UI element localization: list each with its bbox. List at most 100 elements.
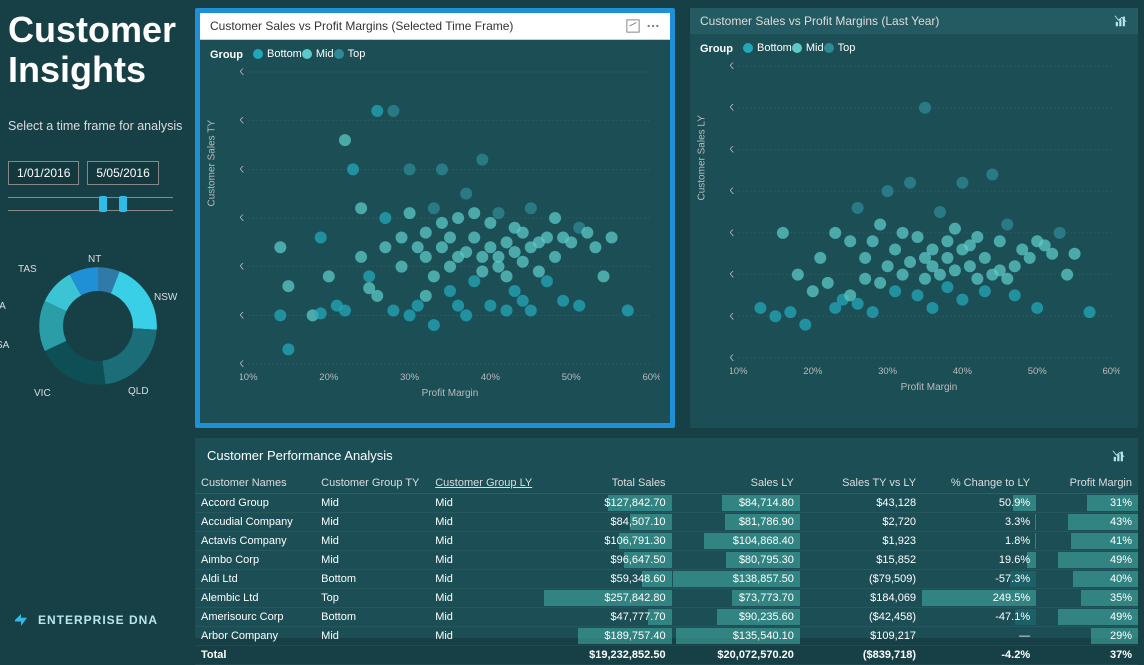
scatter-point[interactable]	[941, 281, 953, 293]
scatter-point[interactable]	[371, 290, 383, 302]
scatter-point[interactable]	[509, 246, 521, 258]
scatter-point[interactable]	[396, 261, 408, 273]
scatter-point[interactable]	[492, 207, 504, 219]
scatter-point[interactable]	[355, 251, 367, 263]
scatter-point[interactable]	[949, 264, 961, 276]
scatter-point[interactable]	[404, 163, 416, 175]
scatter-point[interactable]	[799, 319, 811, 331]
scatter-point[interactable]	[492, 261, 504, 273]
date-from-input[interactable]: 1/01/2016	[8, 161, 79, 185]
scatter-point[interactable]	[565, 236, 577, 248]
scatter-point[interactable]	[581, 227, 593, 239]
scatter-point[interactable]	[994, 235, 1006, 247]
scatter-point[interactable]	[919, 273, 931, 285]
scatter-point[interactable]	[339, 134, 351, 146]
scatter-point[interactable]	[404, 309, 416, 321]
scatter-point[interactable]	[867, 306, 879, 318]
scatter-point[interactable]	[919, 102, 931, 114]
scatter-point[interactable]	[598, 270, 610, 282]
scatter-point[interactable]	[964, 260, 976, 272]
scatter-point[interactable]	[589, 241, 601, 253]
scatter-point[interactable]	[1001, 273, 1013, 285]
scatter-point[interactable]	[468, 275, 480, 287]
legend-item-bottom[interactable]: Bottom	[253, 48, 302, 60]
scatter-point[interactable]	[436, 163, 448, 175]
scatter-point[interactable]	[379, 212, 391, 224]
scatter-point[interactable]	[274, 309, 286, 321]
scatter-point[interactable]	[517, 256, 529, 268]
legend-item-mid[interactable]: Mid	[302, 48, 334, 60]
scatter-point[interactable]	[404, 207, 416, 219]
scatter-point[interactable]	[1084, 306, 1096, 318]
scatter-point[interactable]	[912, 289, 924, 301]
legend-item-bottom[interactable]: Bottom	[743, 42, 792, 54]
scatter-point[interactable]	[501, 270, 513, 282]
scatter-point[interactable]	[784, 306, 796, 318]
scatter-point[interactable]	[476, 154, 488, 166]
scatter-point[interactable]	[436, 241, 448, 253]
scatter-point[interactable]	[859, 252, 871, 264]
table-row[interactable]: Accord GroupMidMid$127,842.70$84,714.80$…	[195, 494, 1138, 513]
scatter-point[interactable]	[371, 105, 383, 117]
table-row[interactable]: Aldi LtdBottomMid$59,348.60$138,857.50($…	[195, 570, 1138, 589]
focus-mode-icon[interactable]	[626, 19, 640, 33]
scatter-point[interactable]	[541, 231, 553, 243]
scatter-point[interactable]	[769, 310, 781, 322]
scatter-point[interactable]	[867, 235, 879, 247]
scatter-point[interactable]	[274, 241, 286, 253]
scatter-point[interactable]	[814, 252, 826, 264]
scatter-lastyear-plot[interactable]: Customer Sales LY 0K50K100K150K200K250K3…	[730, 60, 1128, 390]
scatter-point[interactable]	[484, 300, 496, 312]
scatter-point[interactable]	[852, 298, 864, 310]
scatter-point[interactable]	[859, 273, 871, 285]
scatter-point[interactable]	[852, 202, 864, 214]
scatter-point[interactable]	[882, 260, 894, 272]
scatter-point[interactable]	[904, 177, 916, 189]
scatter-point[interactable]	[387, 105, 399, 117]
col-header[interactable]: Sales TY vs LY	[800, 473, 922, 494]
scatter-point[interactable]	[889, 285, 901, 297]
scatter-point[interactable]	[829, 227, 841, 239]
scatter-point[interactable]	[874, 219, 886, 231]
scatter-point[interactable]	[444, 261, 456, 273]
scatter-point[interactable]	[807, 285, 819, 297]
table-row[interactable]: Accudial CompanyMidMid$84,507.10$81,786.…	[195, 513, 1138, 532]
slider-handle-end[interactable]	[119, 196, 127, 212]
date-range-slider[interactable]	[8, 197, 173, 211]
scatter-point[interactable]	[517, 227, 529, 239]
scatter-point[interactable]	[934, 206, 946, 218]
scatter-selected-plot[interactable]: Customer Sales TY 0K50K100K150K200K250K3…	[240, 66, 660, 396]
scatter-point[interactable]	[452, 212, 464, 224]
col-header[interactable]: Total Sales	[543, 473, 671, 494]
scatter-point[interactable]	[420, 251, 432, 263]
scatter-point[interactable]	[517, 295, 529, 307]
slider-handle-start[interactable]	[99, 196, 107, 212]
scatter-point[interactable]	[347, 163, 359, 175]
scatter-point[interactable]	[387, 304, 399, 316]
scatter-point[interactable]	[1069, 248, 1081, 260]
scatter-point[interactable]	[541, 275, 553, 287]
scatter-point[interactable]	[956, 177, 968, 189]
scatter-point[interactable]	[428, 270, 440, 282]
scatter-point[interactable]	[897, 227, 909, 239]
date-to-input[interactable]: 5/05/2016	[87, 161, 158, 185]
scatter-point[interactable]	[889, 244, 901, 256]
scatter-point[interactable]	[934, 269, 946, 281]
col-header[interactable]: Customer Names	[195, 473, 315, 494]
scatter-point[interactable]	[979, 252, 991, 264]
scatter-point[interactable]	[533, 266, 545, 278]
scatter-point[interactable]	[549, 251, 561, 263]
more-options-icon[interactable]	[646, 19, 660, 33]
col-header[interactable]: Customer Group LY	[429, 473, 543, 494]
performance-table[interactable]: Customer NamesCustomer Group TYCustomer …	[195, 473, 1138, 665]
scatter-point[interactable]	[428, 202, 440, 214]
scatter-point[interactable]	[379, 241, 391, 253]
legend-item-top[interactable]: Top	[824, 42, 856, 54]
scatter-point[interactable]	[476, 251, 488, 263]
scatter-point[interactable]	[282, 280, 294, 292]
scatter-point[interactable]	[904, 256, 916, 268]
scatter-point[interactable]	[315, 307, 327, 319]
scatter-point[interactable]	[323, 270, 335, 282]
scatter-point[interactable]	[1009, 289, 1021, 301]
scatter-point[interactable]	[1001, 219, 1013, 231]
